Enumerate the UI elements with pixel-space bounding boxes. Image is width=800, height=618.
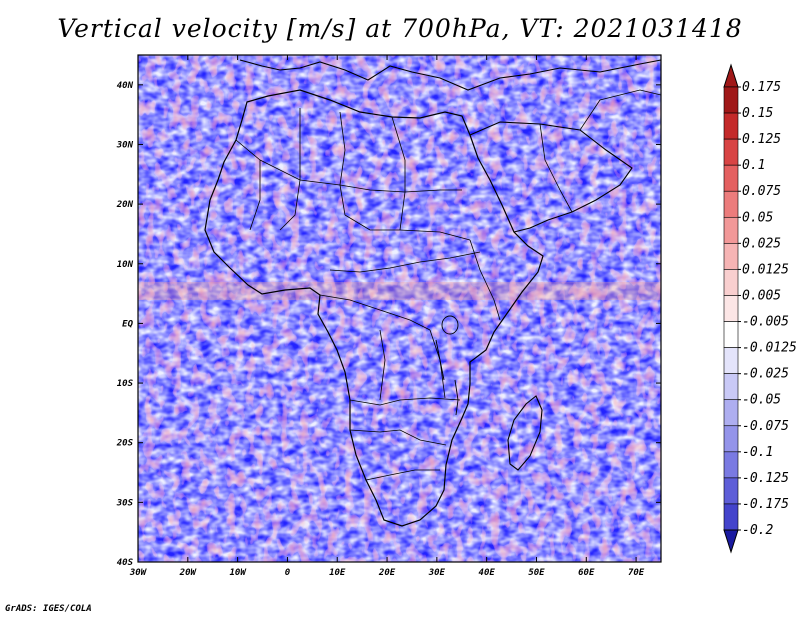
lon-tick-label: 50E [528, 568, 545, 578]
colorbar-segment [723, 425, 739, 453]
colorbar-label: 0.05 [742, 210, 773, 225]
grads-credit: GrADS: IGES/COLA [5, 604, 92, 614]
chart-title: Vertical velocity [m/s] at 700hPa, VT: 2… [57, 14, 743, 43]
lon-tick-label: 30W [129, 568, 148, 578]
colorbar-segment [723, 295, 739, 322]
lat-tick-label: 20S [116, 439, 134, 449]
colorbar-label: -0.05 [742, 393, 781, 408]
velocity-field [138, 55, 661, 562]
lake-malawi [454, 379, 459, 416]
lat-tick-label: 40S [117, 558, 134, 568]
colorbar-label: 0.175 [742, 80, 781, 95]
colorbar-label: 0.0125 [742, 262, 789, 277]
lon-tick-label: 30E [428, 568, 446, 578]
colorbar-label: -0.0125 [742, 341, 797, 356]
colorbar-segment [723, 164, 739, 192]
equatorial-band [138, 282, 661, 300]
madagascar-outline [507, 395, 543, 471]
colorbar-bottom-arrow [723, 529, 739, 554]
colorbar-top-arrow [723, 63, 739, 88]
colorbar-label: -0.2 [742, 523, 773, 538]
colorbar-label: 0.005 [742, 288, 781, 303]
map-frame [137, 54, 662, 563]
colorbar-label: -0.175 [742, 497, 789, 512]
lon-tick-label: 60E [578, 568, 595, 578]
europe-coastline [239, 59, 662, 91]
lake-tanganyika [435, 339, 445, 381]
lon-tick-label: 20W [179, 568, 198, 578]
lat-tick-label: 10N [117, 260, 134, 270]
longitude-ticks: 30W 20W 10W 0 10E 20E 30E 40E 50E 60E 70E [129, 55, 645, 578]
colorbar-segment [723, 451, 739, 479]
arabia-outline [469, 121, 633, 233]
colorbar-label: 0.075 [742, 184, 781, 199]
colorbar-segment [723, 477, 739, 505]
colorbar-label: -0.075 [742, 419, 789, 434]
colorbar-label: -0.1 [742, 445, 773, 460]
lon-tick-label: 40E [479, 568, 496, 578]
colorbar-segment [723, 347, 739, 374]
map-plot-area [137, 54, 662, 563]
colorbar-label: 0.15 [742, 106, 773, 121]
colorbar-label: -0.005 [742, 315, 789, 330]
colorbar-segment [723, 399, 739, 427]
lat-tick-label: 20N [116, 200, 134, 210]
colorbar-segment [723, 138, 739, 166]
colorbar-segment [723, 243, 739, 270]
lat-tick-label: 40N [117, 81, 134, 91]
lat-tick-label: 30S [116, 498, 134, 508]
colorbar-segment [723, 112, 739, 140]
lat-tick-label: EQ [122, 319, 133, 329]
colorbar-segment [723, 216, 739, 244]
colorbar-label: 0.025 [742, 236, 781, 251]
colorbar-label: -0.125 [742, 471, 789, 486]
colorbar-segment [723, 373, 739, 401]
colorbar-label: -0.025 [742, 367, 789, 382]
lon-tick-label: 10E [329, 568, 346, 578]
lake-victoria [441, 315, 459, 335]
latitude-ticks: 40N 30N 20N 10N EQ 10S 20S 30S 40S [116, 81, 661, 568]
lat-tick-label: 10S [117, 379, 134, 389]
lon-tick-label: 70E [628, 568, 645, 578]
colorbar-label: 0.1 [742, 158, 765, 173]
lat-tick-label: 30N [116, 140, 134, 150]
colorbar-segment [723, 190, 739, 218]
colorbar-segment [723, 503, 739, 531]
colorbar-label: 0.125 [742, 132, 781, 147]
country-borders [235, 89, 662, 481]
colorbar-segment [723, 86, 739, 114]
lon-tick-label: 0 [285, 568, 291, 578]
colorbar-segment [723, 321, 739, 348]
lon-tick-label: 20E [378, 568, 396, 578]
colorbar-segment [723, 269, 739, 296]
colorbar: 0.175 0.15 0.125 0.1 0.075 0.05 0.025 0.0125 0.0… [723, 63, 797, 554]
lon-tick-label: 10W [229, 568, 247, 578]
